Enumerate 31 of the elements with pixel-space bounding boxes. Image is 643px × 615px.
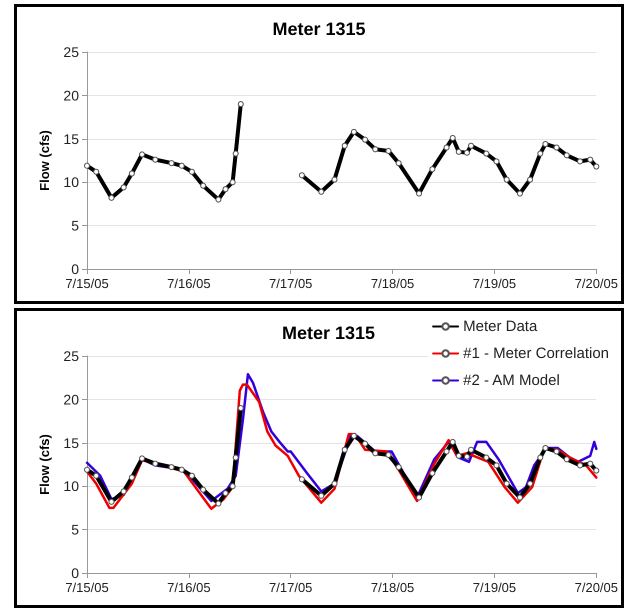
legend-label: #1 - Meter Correlation [463, 345, 610, 362]
x-tick-label: 7/15/05 [65, 580, 109, 595]
x-tick-label: 7/19/05 [472, 276, 516, 291]
y-tick-label: 20 [63, 391, 80, 408]
chart-title: Meter 1315 [282, 323, 376, 343]
y-tick-label: 0 [71, 261, 80, 277]
y-axis-title: Flow (cfs) [37, 130, 52, 191]
y-axis-title: Flow (cfs) [37, 434, 52, 495]
y-tick-label: 20 [63, 87, 80, 104]
x-tick-label: 7/16/05 [167, 276, 211, 291]
y-tick-label: 10 [63, 478, 80, 494]
x-tick-label: 7/18/05 [370, 276, 414, 291]
chart-title: Meter 1315 [272, 19, 366, 39]
x-tick-label: 7/20/05 [574, 276, 618, 291]
legend-label: Meter Data [463, 318, 538, 335]
y-tick-label: 5 [71, 522, 80, 538]
x-tick-label: 7/18/05 [370, 580, 414, 595]
x-tick-label: 7/16/05 [167, 580, 211, 595]
x-tick-label: 7/15/05 [65, 276, 109, 291]
y-tick-label: 25 [63, 348, 80, 364]
x-tick-label: 7/17/05 [269, 580, 312, 595]
y-tick-label: 10 [63, 174, 80, 190]
y-tick-label: 0 [71, 565, 80, 581]
x-tick-label: 7/17/05 [269, 276, 312, 291]
y-tick-label: 15 [63, 434, 80, 451]
x-tick-label: 7/19/05 [472, 580, 516, 595]
y-tick-label: 5 [71, 218, 80, 234]
x-tick-label: 7/20/05 [574, 580, 618, 595]
legend-label: #2 - AM Model [463, 372, 560, 389]
y-tick-label: 25 [63, 44, 80, 60]
y-tick-label: 15 [63, 130, 80, 147]
